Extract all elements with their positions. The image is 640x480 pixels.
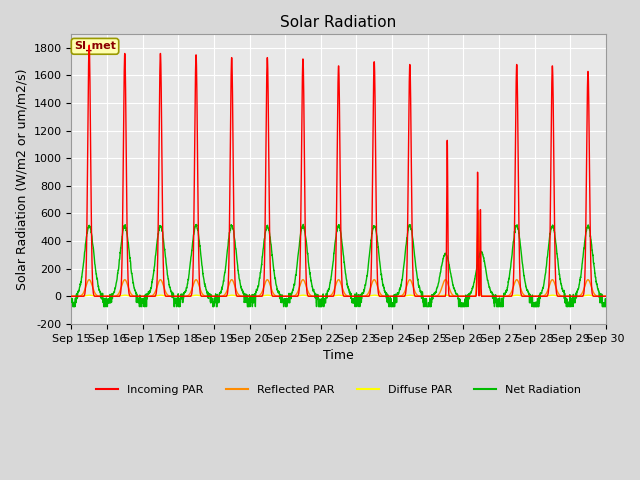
Title: Solar Radiation: Solar Radiation	[280, 15, 397, 30]
X-axis label: Time: Time	[323, 349, 354, 362]
Y-axis label: Solar Radiation (W/m2 or um/m2/s): Solar Radiation (W/m2 or um/m2/s)	[15, 68, 28, 289]
Legend: Incoming PAR, Reflected PAR, Diffuse PAR, Net Radiation: Incoming PAR, Reflected PAR, Diffuse PAR…	[92, 381, 586, 399]
Text: SI_met: SI_met	[74, 41, 116, 51]
